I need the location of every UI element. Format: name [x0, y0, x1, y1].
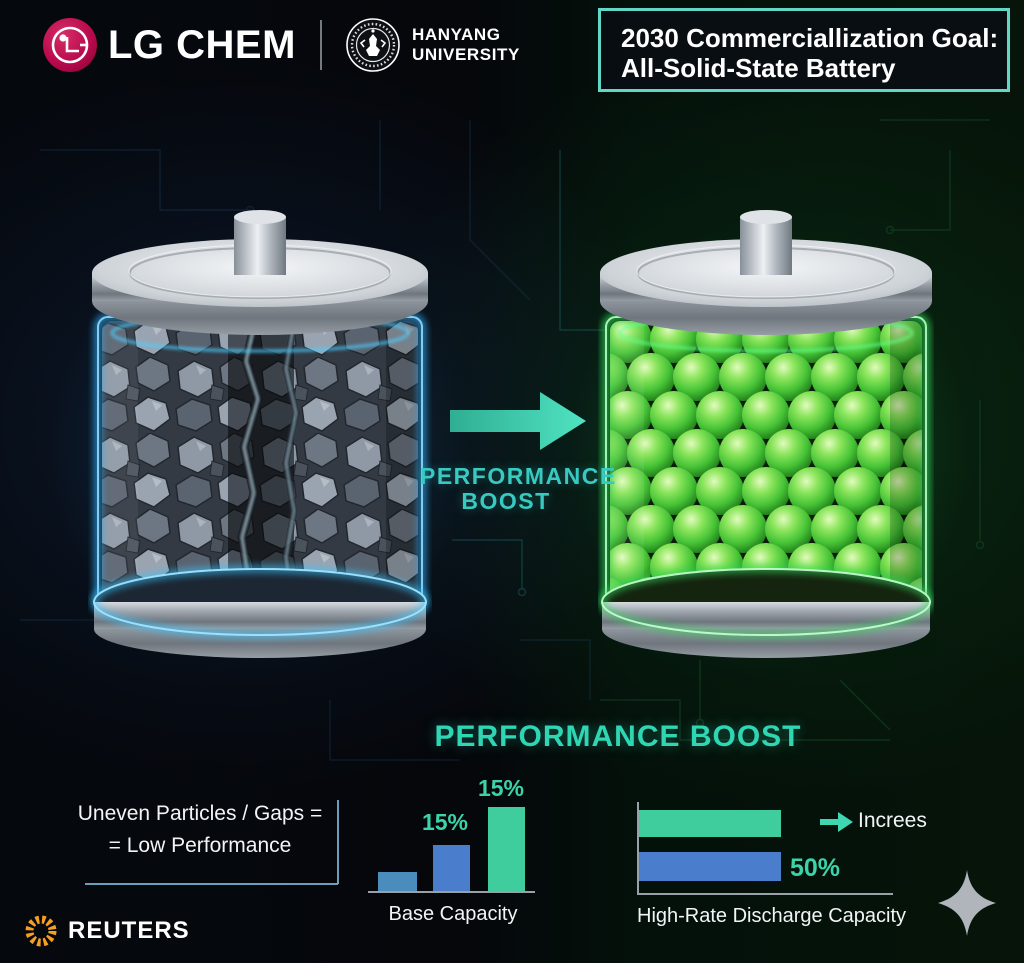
section-title: PERFORMANCE BOOST: [434, 720, 802, 753]
bar-value-label: 50%: [790, 854, 841, 882]
goal-line1: 2030 Commerciallization Goal:: [621, 23, 999, 53]
boost-arrow-icon: [450, 392, 586, 450]
goal-line2: All-Solid-State Battery: [621, 53, 896, 83]
increase-arrow-icon: [820, 812, 853, 832]
hanyang-seal-icon: [345, 18, 400, 72]
lg-logo-icon: [43, 18, 97, 72]
logo-divider: [319, 20, 322, 70]
reuters-sunburst-icon: [25, 915, 57, 947]
boost-arrow-label: PERFORMANCE BOOST: [420, 463, 617, 514]
discharge-capacity-chart: 50% High-Rate Discharge Capacity: [630, 798, 920, 933]
callout-bracket-right: [337, 800, 339, 884]
reuters-logo: REUTERS: [22, 912, 190, 950]
chart-axis: [637, 802, 639, 894]
brand-bar: LG CHEM HANYANG UNIVERSITY: [42, 14, 520, 76]
chart-bar: [433, 845, 470, 891]
chart-caption: Base Capacity: [388, 903, 518, 925]
degraded-battery-illustration: [91, 210, 429, 658]
goal-box: 2030 Commerciallization Goal: All-Solid-…: [598, 8, 1010, 92]
reuters-wordmark: REUTERS: [68, 917, 190, 944]
chart-bar: [639, 852, 781, 881]
hanyang-university-wordmark: HANYANG UNIVERSITY: [411, 25, 520, 64]
chart-bar: [378, 872, 417, 891]
chart-axis: [368, 891, 535, 893]
improved-battery-illustration: [599, 210, 933, 658]
chart-bar: [639, 810, 781, 837]
bar-value-label: 15%: [477, 775, 525, 801]
increase-label: Increes: [858, 809, 927, 832]
sparkle-icon: [938, 870, 996, 936]
bar-value-label: 15%: [421, 809, 469, 835]
low-performance-callout: Uneven Particles / Gaps = = Low Performa…: [77, 802, 323, 857]
lg-chem-wordmark: LG CHEM: [108, 22, 296, 67]
callout-bracket-bottom: [85, 883, 338, 885]
base-capacity-chart: 15% 15% Base Capacity: [368, 775, 538, 925]
chart-caption: High-Rate Discharge Capacity: [637, 905, 907, 927]
chart-bar: [488, 807, 525, 891]
chart-axis: [637, 893, 893, 895]
